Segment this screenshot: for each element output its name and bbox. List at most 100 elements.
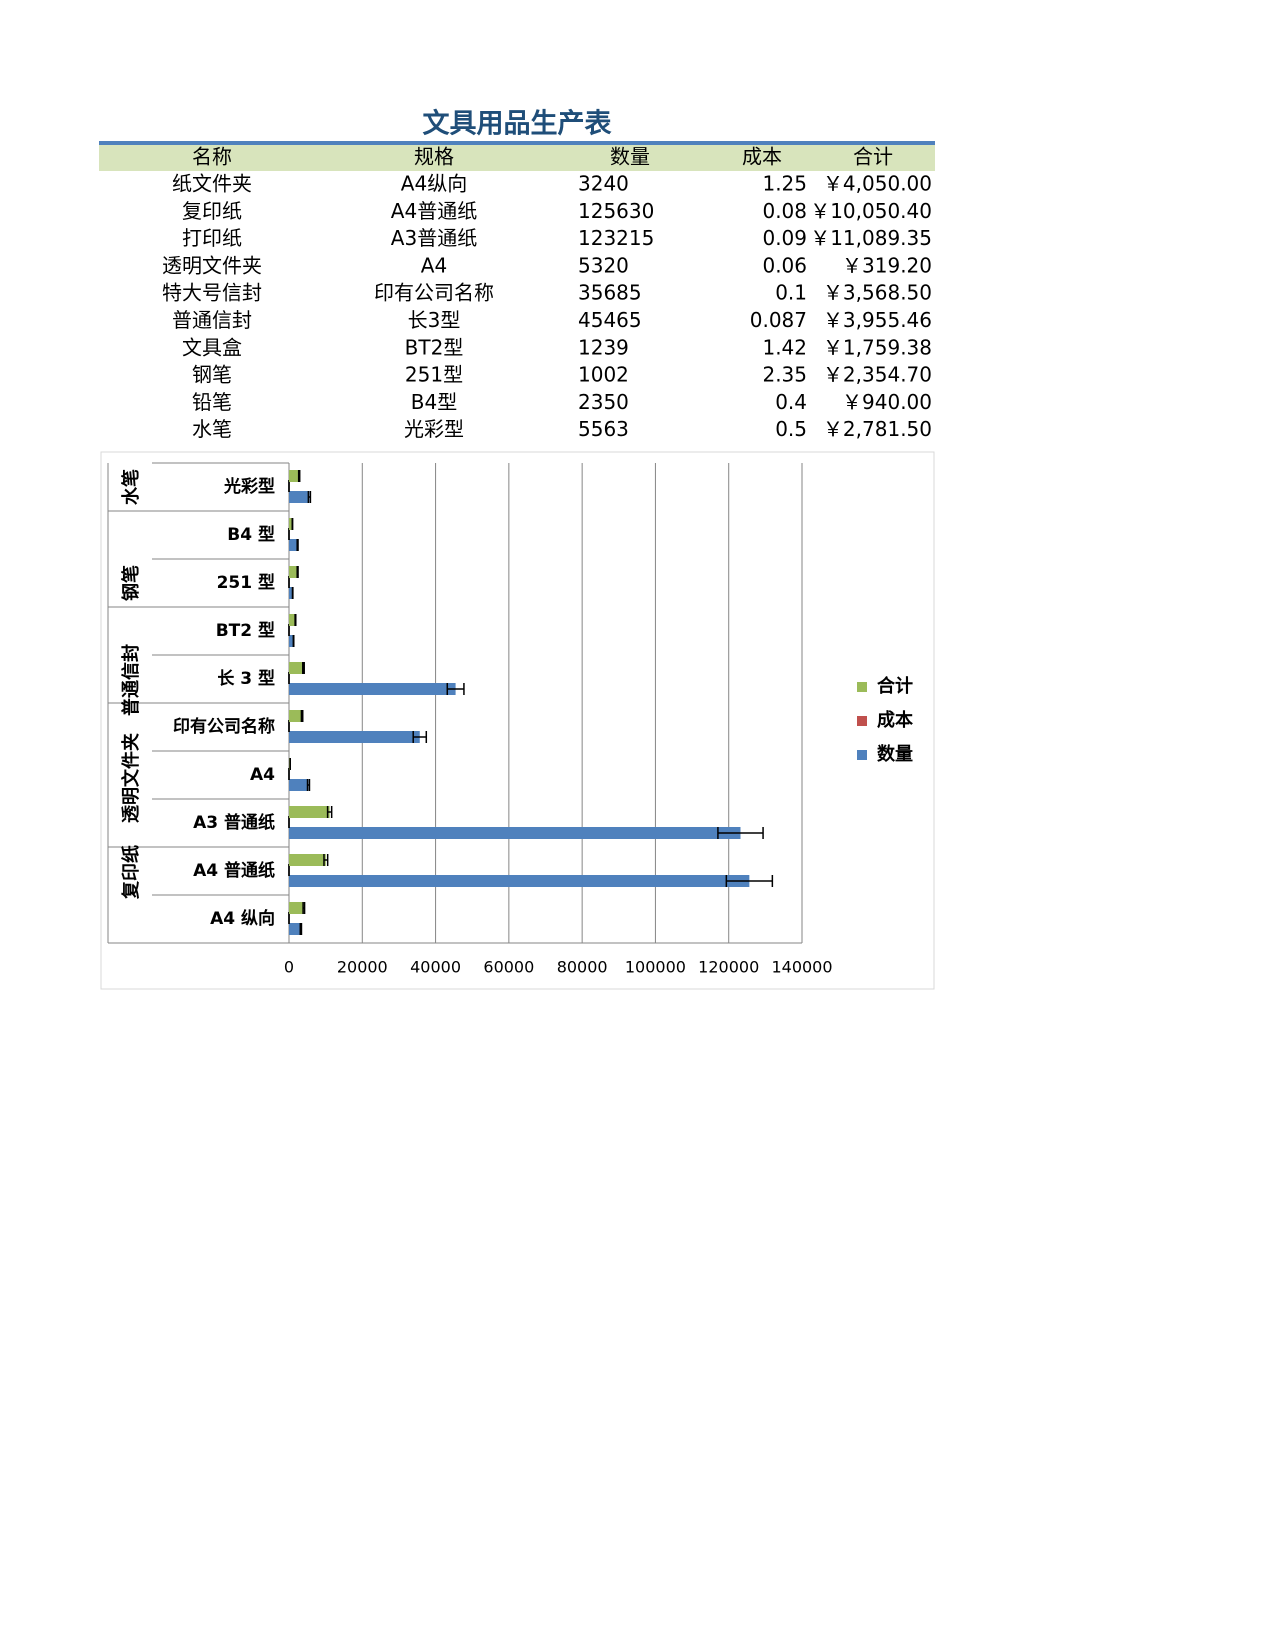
error-bar: [326, 806, 333, 818]
x-tick-label: 120000: [698, 958, 759, 977]
table-cell: 2350: [578, 390, 629, 414]
table-cell: 125630: [578, 199, 654, 223]
table-cell: 1.25: [762, 172, 807, 196]
y-tick-label: B4 型: [227, 524, 275, 545]
table-cell: 3240: [578, 172, 629, 196]
x-tick-label: 40000: [410, 958, 461, 977]
sheet-title: 文具用品生产表: [423, 108, 612, 140]
group-label: 普通信封: [120, 644, 142, 716]
table-cell: 复印纸: [182, 199, 242, 223]
y-tick-label: A4: [250, 765, 275, 785]
x-tick-label: 80000: [557, 958, 608, 977]
table-cell: 特大号信封: [162, 281, 262, 305]
title-rule: [99, 141, 935, 145]
legend-swatch: [857, 750, 867, 760]
table-cell: 35685: [578, 281, 642, 305]
x-tick-label: 100000: [625, 958, 686, 977]
bar: [289, 710, 303, 722]
x-tick-label: 20000: [337, 958, 388, 977]
bar: [289, 614, 296, 626]
y-tick-label: 长 3 型: [217, 668, 275, 689]
table-cell: 0.09: [762, 226, 807, 250]
column-header: 成本: [742, 145, 782, 169]
table-cell: 0.087: [750, 308, 807, 332]
group-label: 透明文件夹: [120, 733, 142, 823]
bar: [289, 854, 326, 866]
table-cell: 123215: [578, 226, 654, 250]
error-bar: [412, 731, 428, 743]
table-cell: 铅笔: [192, 390, 232, 414]
error-bar: [306, 779, 311, 791]
x-tick-label: 0: [284, 958, 294, 977]
column-header: 合计: [853, 145, 893, 169]
error-bar: [296, 539, 299, 551]
table-cell: ￥2,781.50: [823, 417, 932, 441]
table-cell: 0.08: [762, 199, 807, 223]
table-cell: ￥1,759.38: [823, 335, 932, 359]
bar: [289, 635, 294, 647]
bar: [289, 470, 300, 482]
bar: [289, 518, 293, 530]
table-cell: 251型: [405, 363, 463, 387]
table-cell: ￥4,050.00: [823, 172, 932, 196]
bar: [289, 779, 309, 791]
error-bar: [302, 662, 305, 674]
error-bar: [296, 566, 299, 578]
bar: [289, 902, 304, 914]
bar: [289, 923, 301, 935]
table-cell: 文具盒: [182, 335, 242, 359]
table-cell: ￥319.20: [842, 253, 932, 277]
table-cell: 1.42: [762, 335, 807, 359]
table-cell: A4纵向: [401, 172, 467, 196]
error-bar: [294, 614, 297, 626]
y-tick-label: A4 普通纸: [193, 860, 275, 881]
table-cell: 2.35: [762, 363, 807, 387]
table-cell: B4型: [411, 390, 457, 414]
bar: [289, 587, 293, 599]
y-tick-label: A4 纵向: [210, 908, 275, 929]
table-cell: ￥2,354.70: [823, 363, 932, 387]
table-cell: 纸文件夹: [172, 172, 252, 196]
table-cell: ￥10,050.40: [810, 199, 932, 223]
table-cell: 水笔: [192, 417, 232, 441]
table-cell: A4: [421, 253, 447, 277]
table-cell: A3普通纸: [391, 226, 477, 250]
column-header: 数量: [610, 145, 650, 169]
bar: [289, 539, 298, 551]
y-tick-label: 光彩型: [223, 476, 275, 497]
chart-frame: [100, 451, 935, 990]
table-cell: 打印纸: [182, 226, 242, 250]
table-cell: 0.5: [775, 417, 807, 441]
table-cell: ￥11,089.35: [810, 226, 932, 250]
y-tick-label: A3 普通纸: [193, 812, 275, 833]
table-cell: 长3型: [408, 308, 461, 332]
error-bar: [299, 923, 303, 935]
table-cell: 1002: [578, 363, 629, 387]
legend-swatch: [857, 682, 867, 692]
legend-label: 成本: [877, 709, 913, 731]
legend-label: 数量: [877, 743, 913, 765]
bar: [289, 662, 304, 674]
bar: [289, 491, 310, 503]
x-tick-label: 140000: [771, 958, 832, 977]
error-bar: [446, 683, 465, 695]
table-cell: ￥3,955.46: [823, 308, 932, 332]
error-bar: [307, 491, 312, 503]
error-bar: [300, 710, 304, 722]
error-bar: [725, 875, 774, 887]
bar: [289, 683, 456, 695]
table-cell: 光彩型: [404, 417, 464, 441]
table-cell: 透明文件夹: [162, 253, 262, 277]
group-label: 复印纸: [120, 845, 142, 900]
bar: [289, 731, 420, 743]
error-bar: [323, 854, 329, 866]
bar: [289, 566, 298, 578]
table-cell: 印有公司名称: [374, 281, 494, 305]
bar: [289, 875, 750, 887]
table-cell: ￥3,568.50: [823, 281, 932, 305]
error-bar: [717, 827, 764, 839]
table-cell: 45465: [578, 308, 642, 332]
table-cell: 钢笔: [192, 363, 232, 387]
table-cell: 5563: [578, 417, 629, 441]
